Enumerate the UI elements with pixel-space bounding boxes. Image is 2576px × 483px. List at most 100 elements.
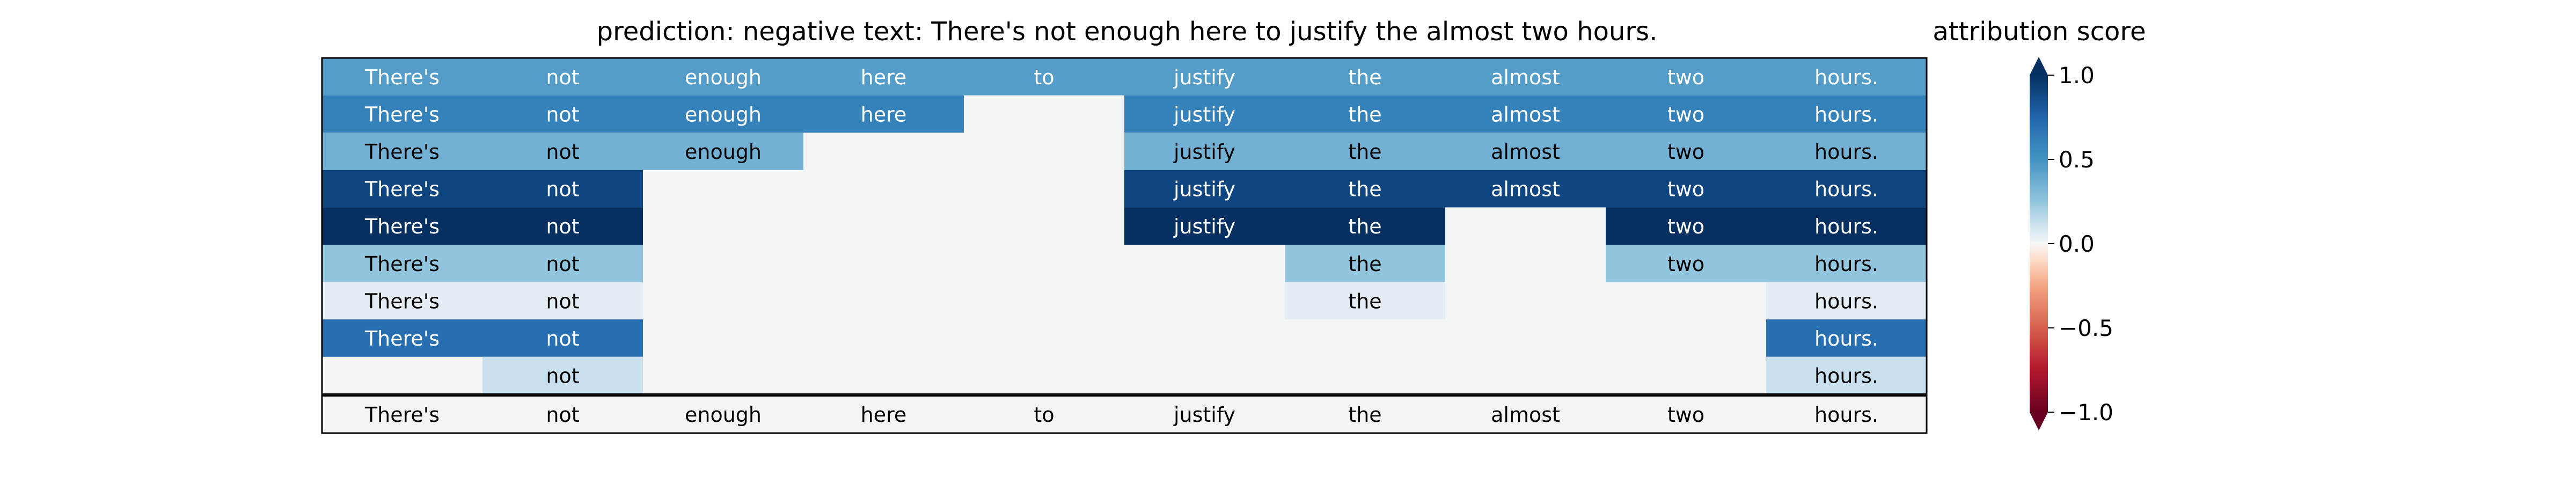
heatmap-cell	[1445, 95, 1606, 133]
colorbar: 1.0 0.5 0.0 −0.5 −1.0	[2030, 57, 2113, 430]
heatmap-cell	[1766, 170, 1927, 208]
heatmap-frame	[321, 57, 1928, 395]
cell-token-label: two	[1667, 140, 1704, 164]
heatmap-cell	[322, 170, 482, 208]
cell-token-label: not	[546, 140, 579, 164]
heatmap-cell	[1606, 58, 1766, 96]
heatmap-cell	[1766, 319, 1927, 357]
heatmap-cell	[1606, 170, 1766, 208]
heatmap-cell	[1606, 95, 1766, 133]
heatmap-cell	[482, 245, 643, 282]
heatmap-cell	[1285, 282, 1445, 320]
cell-token-label: hours.	[1814, 215, 1878, 238]
cell-token-label: almost	[1491, 65, 1560, 89]
cell-token-label: almost	[1491, 103, 1560, 126]
cell-token-label: the	[1348, 215, 1381, 238]
cell-token-label: There's	[364, 289, 440, 313]
heatmap-cell	[322, 245, 482, 282]
heatmap-cell	[1445, 133, 1606, 170]
heatmap-cell	[1606, 245, 1766, 282]
heatmap-cell	[1766, 58, 1927, 96]
colorbar-tick-label: −1.0	[2059, 399, 2113, 426]
cell-token-label: the	[1348, 178, 1381, 201]
colorbar-gradient	[2030, 75, 2048, 412]
cell-token-label: hours.	[1814, 252, 1878, 276]
cell-token-label: the	[1348, 140, 1381, 164]
cell-token-label: enough	[685, 103, 762, 126]
cell-token-label: not	[546, 178, 579, 201]
heatmap-cell	[1124, 58, 1285, 96]
heatmap-cell	[482, 282, 643, 320]
footer-token-label: hours.	[1814, 403, 1878, 427]
heatmap-cell	[482, 95, 643, 133]
cell-token-label: two	[1667, 178, 1704, 201]
colorbar-top-arrow	[2030, 57, 2048, 75]
heatmap-cell	[1285, 207, 1445, 245]
cell-token-label: justify	[1173, 65, 1235, 89]
cell-token-label: the	[1348, 252, 1381, 276]
heatmap-cell	[322, 58, 482, 96]
heatmap-cell	[1124, 207, 1285, 245]
heatmap-cell	[1285, 58, 1445, 96]
heatmap-cell	[1124, 170, 1285, 208]
footer-token-label: There's	[364, 403, 440, 427]
cell-token-label: justify	[1173, 215, 1235, 238]
cell-token-label: enough	[685, 65, 762, 89]
heatmap-cell	[322, 133, 482, 170]
chart-title: prediction: negative text: There's not e…	[597, 17, 1658, 47]
heatmap-cell	[1445, 170, 1606, 208]
cell-token-label: two	[1667, 65, 1704, 89]
footer-row-frame	[321, 394, 1928, 434]
heatmap-cell	[1766, 282, 1927, 320]
heatmap-cell	[1445, 58, 1606, 96]
heatmap-cell	[322, 319, 482, 357]
cell-token-label: hours.	[1814, 178, 1878, 201]
cell-token-label: hours.	[1814, 65, 1878, 89]
colorbar-tick-label: −0.5	[2059, 315, 2113, 341]
cell-token-label: the	[1348, 65, 1381, 89]
cell-token-label: There's	[364, 103, 440, 126]
footer-token-label: justify	[1173, 403, 1235, 427]
cell-token-label: There's	[364, 252, 440, 276]
cell-token-label: hours.	[1814, 103, 1878, 126]
heatmap-cell	[1124, 133, 1285, 170]
heatmap-cell	[964, 58, 1124, 96]
cell-token-label: not	[546, 65, 579, 89]
heatmap-cell	[1766, 207, 1927, 245]
heatmap-cell	[643, 95, 803, 133]
heatmap-cell	[1766, 245, 1927, 282]
heatmap-cell	[482, 319, 643, 357]
footer-token-label: not	[546, 403, 579, 427]
cell-token-label: here	[861, 103, 907, 126]
heatmap-cell	[322, 95, 482, 133]
colorbar-bottom-arrow	[2030, 412, 2048, 430]
heatmap-cell	[1766, 95, 1927, 133]
heatmap-cell	[803, 95, 964, 133]
colorbar-label: attribution score	[1933, 17, 2146, 47]
cell-token-label: There's	[364, 215, 440, 238]
cell-token-label: not	[546, 364, 579, 388]
colorbar-tick-label: 0.0	[2059, 231, 2095, 257]
heatmap-cell	[643, 133, 803, 170]
heatmap-cell	[482, 133, 643, 170]
cell-token-label: hours.	[1814, 327, 1878, 350]
heatmap-cell	[322, 207, 482, 245]
cell-token-label: justify	[1173, 178, 1235, 201]
cell-token-label: There's	[364, 178, 440, 201]
colorbar-tick-label: 0.5	[2059, 147, 2095, 173]
heatmap-cell	[1285, 245, 1445, 282]
cell-token-label: hours.	[1814, 140, 1878, 164]
footer-token-label: almost	[1491, 403, 1560, 427]
heatmap-cell	[482, 207, 643, 245]
cell-token-label: hours.	[1814, 364, 1878, 388]
cell-token-label: the	[1348, 103, 1381, 126]
cell-token-label: not	[546, 289, 579, 313]
heatmap-cell	[1285, 170, 1445, 208]
cell-token-label: not	[546, 215, 579, 238]
heatmap-cell	[1606, 133, 1766, 170]
cell-token-label: There's	[364, 65, 440, 89]
cell-token-label: two	[1667, 103, 1704, 126]
heatmap-cell	[1606, 207, 1766, 245]
cell-token-label: to	[1034, 65, 1054, 89]
